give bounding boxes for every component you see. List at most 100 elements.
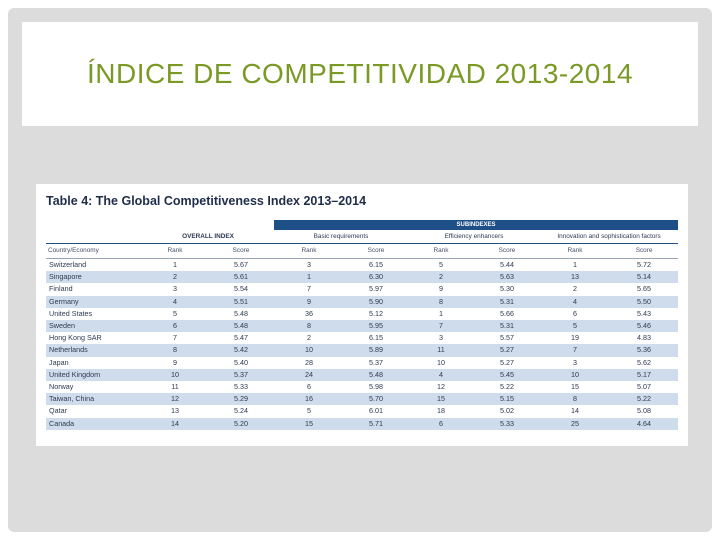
overall-score-cell: 5.42 [208,344,275,357]
basic-rank-cell: 5 [307,406,312,416]
basic-score-cell: 6.15 [369,260,384,269]
table-row: Hong Kong SAR 7 5.47 2 6.15 3 5.57 19 4.… [46,332,678,344]
group-efficiency: Efficiency enhancers [408,230,541,244]
efficiency-rank-cell: 15 [408,393,475,406]
overall-rank-cell: 12 [142,393,208,406]
column-header-economy: Country/Economy [46,243,142,259]
efficiency-rank-cell: 3 [439,333,444,343]
efficiency-score-cell: 5.30 [500,284,515,294]
column-header-score: Score [610,243,679,259]
basic-rank-cell: 9 [274,295,345,308]
efficiency-rank-cell: 10 [437,357,446,367]
overall-score-cell: 5.48 [208,320,275,333]
country-cell: Norway [49,382,74,392]
overall-score-cell: 5.61 [208,271,275,284]
slide-title: ÍNDICE DE COMPETITIVIDAD 2013-2014 [86,58,634,89]
efficiency-rank-cell: 7 [408,320,475,333]
basic-score-cell: 6.15 [369,333,384,343]
basic-score-cell: 5.95 [344,320,409,333]
table-row: Sweden 6 5.48 8 5.95 7 5.31 5 5.46 [46,320,679,333]
country-cell: Singapore [46,271,142,284]
overall-score-cell: 5.48 [234,308,248,318]
basic-score-cell: 5.12 [369,308,384,318]
basic-rank-cell: 16 [274,393,345,406]
innovation-score-cell: 5.43 [637,308,652,318]
basic-score-cell: 5.48 [344,368,409,382]
table-row: Finland 3 5.54 7 5.97 9 5.30 2 5.65 [46,283,678,295]
country-cell: Finland [49,284,73,294]
country-cell: Netherlands [46,344,142,357]
group-overall: OVERALL INDEX [142,230,275,244]
overall-rank-cell: 8 [142,344,208,357]
innovation-rank-cell: 19 [571,333,580,343]
efficiency-score-cell: 5.27 [500,357,515,367]
overall-rank-cell: 11 [171,382,179,392]
basic-rank-cell: 15 [274,417,345,430]
overall-score-cell: 5.29 [208,393,275,406]
innovation-rank-cell: 10 [540,368,611,382]
efficiency-score-cell: 5.31 [474,320,541,333]
overall-score-cell: 5.40 [234,357,248,367]
basic-rank-cell: 24 [274,368,345,382]
efficiency-score-cell: 5.66 [500,308,515,318]
table-row: Taiwan, China 12 5.29 16 5.70 15 5.15 8 … [46,393,679,406]
basic-rank-cell: 2 [307,333,312,343]
efficiency-rank-cell: 11 [408,344,475,357]
table-row: Switzerland 1 5.67 3 6.15 5 5.44 1 5.72 [46,259,678,272]
country-cell: Canada [46,417,142,430]
column-header-rank: Rank [274,243,345,259]
country-cell: Germany [46,295,142,308]
overall-score-cell: 5.37 [208,368,275,382]
innovation-score-cell: 5.36 [610,344,679,357]
country-cell: Hong Kong SAR [49,333,102,343]
column-header-score: Score [208,243,275,259]
overall-rank-cell: 1 [173,260,177,269]
efficiency-rank-cell: 9 [439,284,444,294]
overall-rank-cell: 7 [173,333,177,343]
efficiency-score-cell: 5.33 [474,417,541,430]
table-caption: Table 4: The Global Competitiveness Inde… [46,194,367,208]
basic-score-cell: 5.98 [369,382,384,392]
overall-rank-cell: 2 [142,271,208,284]
overall-rank-cell: 4 [142,295,208,308]
column-header-score: Score [474,243,541,259]
overall-score-cell: 5.20 [208,417,275,430]
overall-rank-cell: 13 [171,406,179,416]
basic-score-cell: 5.90 [344,295,409,308]
table-row: Germany 4 5.51 9 5.90 8 5.31 4 5.50 [46,295,679,308]
column-header-rank: Rank [540,243,611,259]
overall-rank-cell: 14 [142,417,208,430]
basic-score-cell: 5.71 [344,417,409,430]
table-row: Japan 9 5.40 28 5.37 10 5.27 3 5.62 [46,357,678,369]
efficiency-score-cell: 5.45 [474,368,541,382]
efficiency-score-cell: 5.57 [500,333,515,343]
innovation-score-cell: 5.62 [637,357,652,367]
subindexes-header: SUBINDEXES [274,220,679,230]
country-cell: United States [49,308,93,318]
group-basic: Basic requirements [274,230,409,244]
innovation-score-cell: 5.08 [637,406,652,416]
table-row: Singapore 2 5.61 1 6.30 2 5.63 13 5.14 [46,271,679,284]
innovation-score-cell: 5.65 [637,284,652,294]
overall-score-cell: 5.24 [234,406,248,416]
basic-rank-cell: 28 [305,357,314,367]
innovation-rank-cell: 6 [573,308,578,318]
overall-score-cell: 5.54 [234,284,248,294]
innovation-score-cell: 5.50 [610,295,679,308]
overall-score-cell: 5.33 [234,382,248,392]
innovation-rank-cell: 8 [540,393,611,406]
innovation-score-cell: 4.83 [637,333,652,343]
table-row: Netherlands 8 5.42 10 5.89 11 5.27 7 5.3… [46,344,679,357]
basic-rank-cell: 10 [274,344,345,357]
basic-rank-cell: 3 [307,260,312,269]
innovation-rank-cell: 1 [573,260,578,269]
country-cell: United Kingdom [46,368,142,382]
innovation-rank-cell: 14 [571,406,580,416]
basic-score-cell: 5.97 [369,284,384,294]
competitiveness-table: SUBINDEXES OVERALL INDEX Basic requireme… [46,220,679,430]
efficiency-score-cell: 5.27 [474,344,541,357]
innovation-rank-cell: 25 [540,417,611,430]
efficiency-score-cell: 5.31 [474,295,541,308]
table-row: Canada 14 5.20 15 5.71 6 5.33 25 4.64 [46,417,679,430]
overall-score-cell: 5.51 [208,295,275,308]
